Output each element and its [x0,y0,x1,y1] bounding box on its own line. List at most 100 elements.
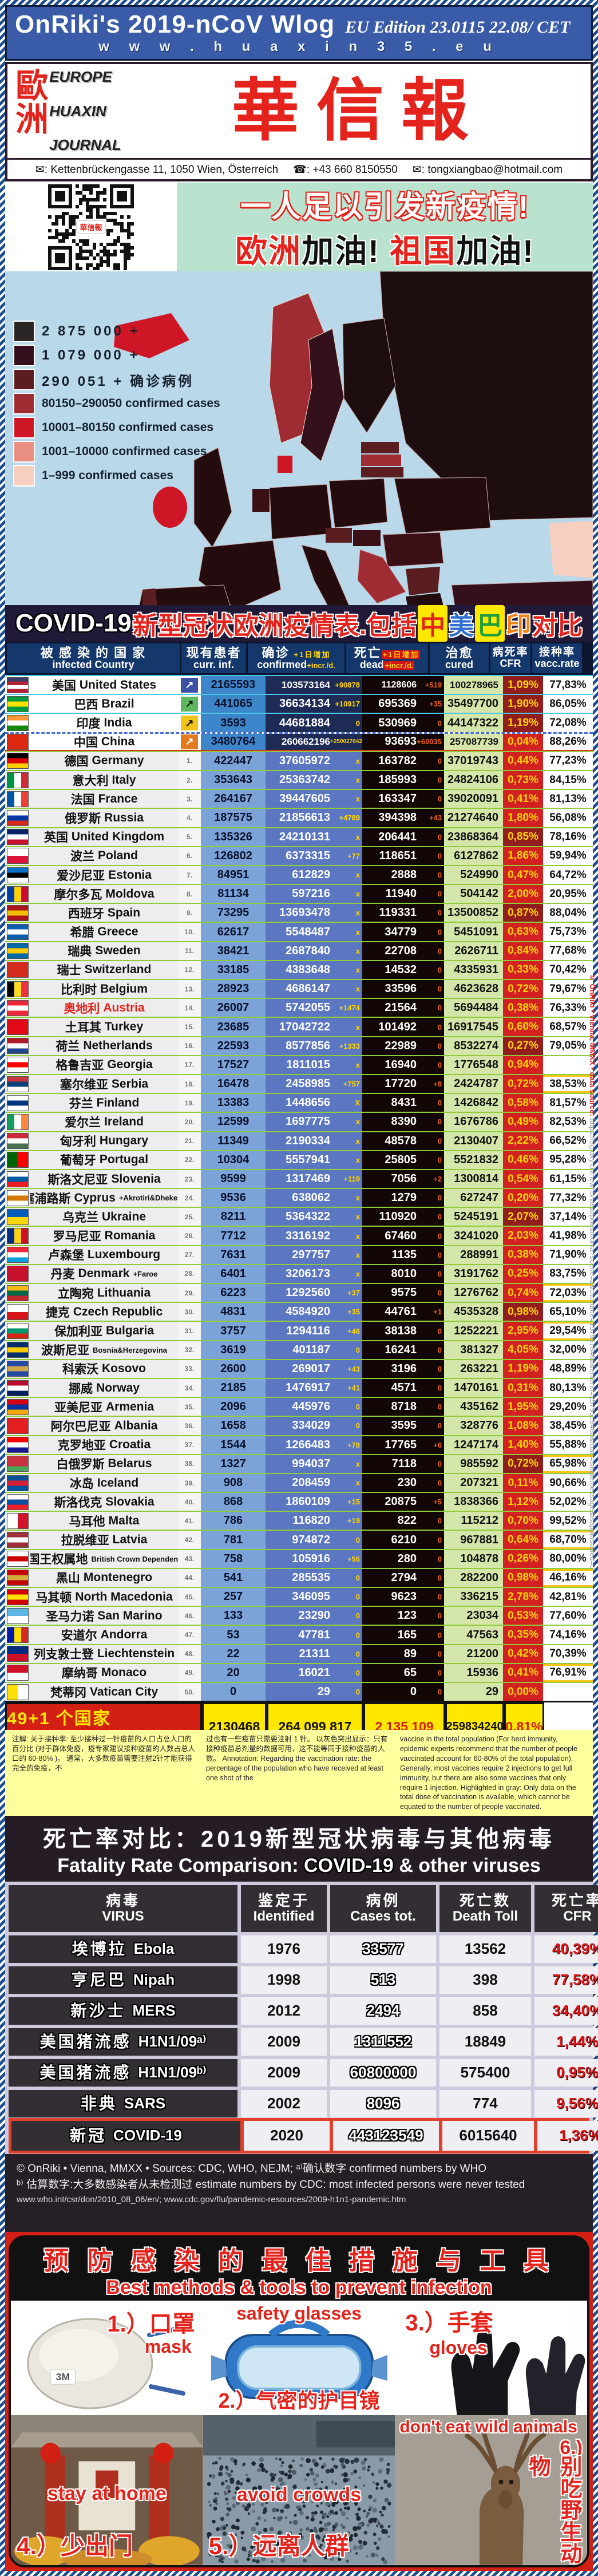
row-number: 11. [178,942,201,960]
cfr-value: 0,41% [503,790,543,808]
cured-value: 985592 [444,1455,503,1473]
cfr-value: 0,94% [503,1056,543,1074]
fatality-footer: © OnRiki • Vienna, MMXX • Sources: CDC, … [5,2154,593,2233]
flag-cell [5,1531,30,1549]
trend-arrow-button[interactable]: ↗ [178,714,201,732]
col-header-cfr: 病死率 CFR [490,643,530,674]
dead-value: 33596 0 [362,980,444,998]
cured-value: 29 [444,1682,503,1701]
vaccination-rate-value: 88,04% [543,904,593,922]
identified-year: 2012 [241,1997,327,2025]
confirmed-value: 334029 0 [266,1417,362,1435]
table-row: 格鲁吉亚 Georgia 17. 17527 1811015 x 16940 0 1776548… [5,1054,593,1074]
vaccination-rate-value: 64,72% [543,866,593,884]
table-row: 中国 China ↗ 3480764 260662196 +250027642 93693 +… [5,732,593,751]
trend-arrow-button[interactable]: ↗ [178,676,201,694]
country-flag-icon [7,904,29,921]
trend-arrow-button[interactable]: ↗ [178,695,201,713]
covid-table-header: 被 感 染 的 国 家 infected Country 现有患者 curr. … [5,641,593,675]
cfr-value: 0,85% [503,828,543,846]
col-header-country: 被 感 染 的 国 家 infected Country [7,643,180,674]
fcol-virus: 病毒 VIRUS [9,1884,237,1932]
current-infected-value: 3619 [201,1341,266,1359]
cases-total: 8096 [330,2089,436,2117]
country-name: 葡萄牙 Portugal [30,1151,178,1169]
cured-value: 504142 [444,885,503,903]
fatality-title-cn: 死亡率对比：2019新型冠状病毒与其他病毒 [43,1826,555,1852]
item5-en: avoid crowds [236,2484,362,2506]
current-infected-value: 7631 [201,1246,266,1264]
dead-value: 119331 0 [362,904,444,922]
masthead-en-line: EUROPE [49,68,112,86]
fcol-cfr: 死亡率 CFR [534,1884,598,1932]
cfr-value: 0,38% [503,1246,543,1264]
cfr-value: 0,38% [503,999,543,1017]
cured-value: 44147322 [444,714,503,732]
country-name: 爱尔兰 Ireland [30,1113,178,1131]
row-number: 17. [178,1056,201,1074]
flag-cell [5,1246,30,1264]
country-name: 芬兰 Finland [30,1094,178,1112]
prevention-item-gloves: 3.）手套 gloves [395,2301,587,2416]
row-number: 45. [178,1588,201,1606]
legend-swatch [13,393,35,415]
crowd-image [203,2415,395,2566]
cfr-value: 2,95% [503,1322,543,1340]
cfr-value: 0,72% [503,980,543,998]
current-infected-value: 1658 [201,1417,266,1435]
country-flag-icon [7,943,29,959]
cfr-value: 0,72% [503,1074,543,1093]
masthead-en-line: JOURNAL [49,136,121,154]
item2-en: safety glasses [236,2303,362,2324]
confirmed-value: 25363742 x [266,771,362,789]
virus-name: 埃博拉 Ebola [9,1935,237,1963]
identified-year: 1998 [241,1966,327,1994]
confirmed-value: 5742055 +1474 [266,999,362,1017]
cured-value: 1276762 [444,1284,503,1302]
vaccination-rate-value: 75,73% [543,923,593,941]
row-number: 8. [178,885,201,903]
prevention-title-cn: 预 防 感 染 的 最 佳 措 施 与 工 具 [43,2246,555,2275]
cured-value: 1252221 [444,1322,503,1340]
confirmed-value: 13693478 x [266,904,362,922]
cured-value: 627247 [444,1189,503,1207]
flag-cell [5,1303,30,1321]
row-number: 14. [178,999,201,1017]
flag-cell [5,1378,30,1397]
virus-name: 新沙士 MERS [9,1997,237,2025]
cured-value: 47563 [444,1626,503,1644]
country-flag-icon [7,1038,29,1054]
legend-item: 1 079 000 + [13,345,220,367]
vaccination-rate-value: 70,42% [543,961,593,979]
masthead: 歐洲 EUROPE HUAXIN JOURNAL 華信報 ✉: Kettenbr… [5,62,593,182]
vaccination-rate-value: 84,15% [543,771,593,789]
email-text[interactable]: ✉: tongxiangbao@hotmail.com [412,163,563,176]
current-infected-value: 2165593 [201,676,266,694]
dead-value: 11940 0 [362,885,444,903]
country-name: 拉脱维亚 Latvia [30,1531,178,1549]
row-number: 27. [178,1246,201,1264]
country-name: 挪威 Norway [30,1378,178,1397]
cured-value: 39020091 [444,790,503,808]
vaccination-rate-value: 68,70% [543,1531,593,1549]
source-urls[interactable]: www.who.int/csr/don/2010_08_06/en/; www.… [17,2194,406,2204]
flag-cell [5,1588,30,1606]
gloves-image [395,2301,587,2416]
vaccination-rate-value: 61,15% [543,1170,593,1188]
country-flag-icon [7,715,29,732]
table-row: 捷克 Czech Republic 30. 4831 4584920 +35 44761 +1… [5,1302,593,1321]
flag-cell [5,1607,30,1625]
cfr-value: 0,70% [503,1512,543,1530]
table-row: 斯洛伐克 Slovakia 40. 868 1860109 +15 20875 +5 18383… [5,1492,593,1511]
table-row: 摩尔多瓦 Moldova 8. 81134 597216 x 11940 0 504142 2,0… [5,884,593,903]
current-infected-value: 868 [201,1493,266,1511]
virus-name: 新冠 COVID-19 [11,2120,240,2151]
cfr-value: 0,31% [503,1378,543,1397]
cases-total: 443123549 [333,2120,439,2151]
qr-code: 華信報 [5,183,177,272]
country-flag-icon [7,1323,29,1340]
website-url[interactable]: w w w . h u a x i n 3 5 . e u [98,39,500,54]
current-infected-value: 758 [201,1550,266,1568]
trend-arrow-button[interactable]: ↗ [178,733,201,750]
country-name: 波斯尼亚 Bosnia&Herzegovina [30,1341,178,1359]
